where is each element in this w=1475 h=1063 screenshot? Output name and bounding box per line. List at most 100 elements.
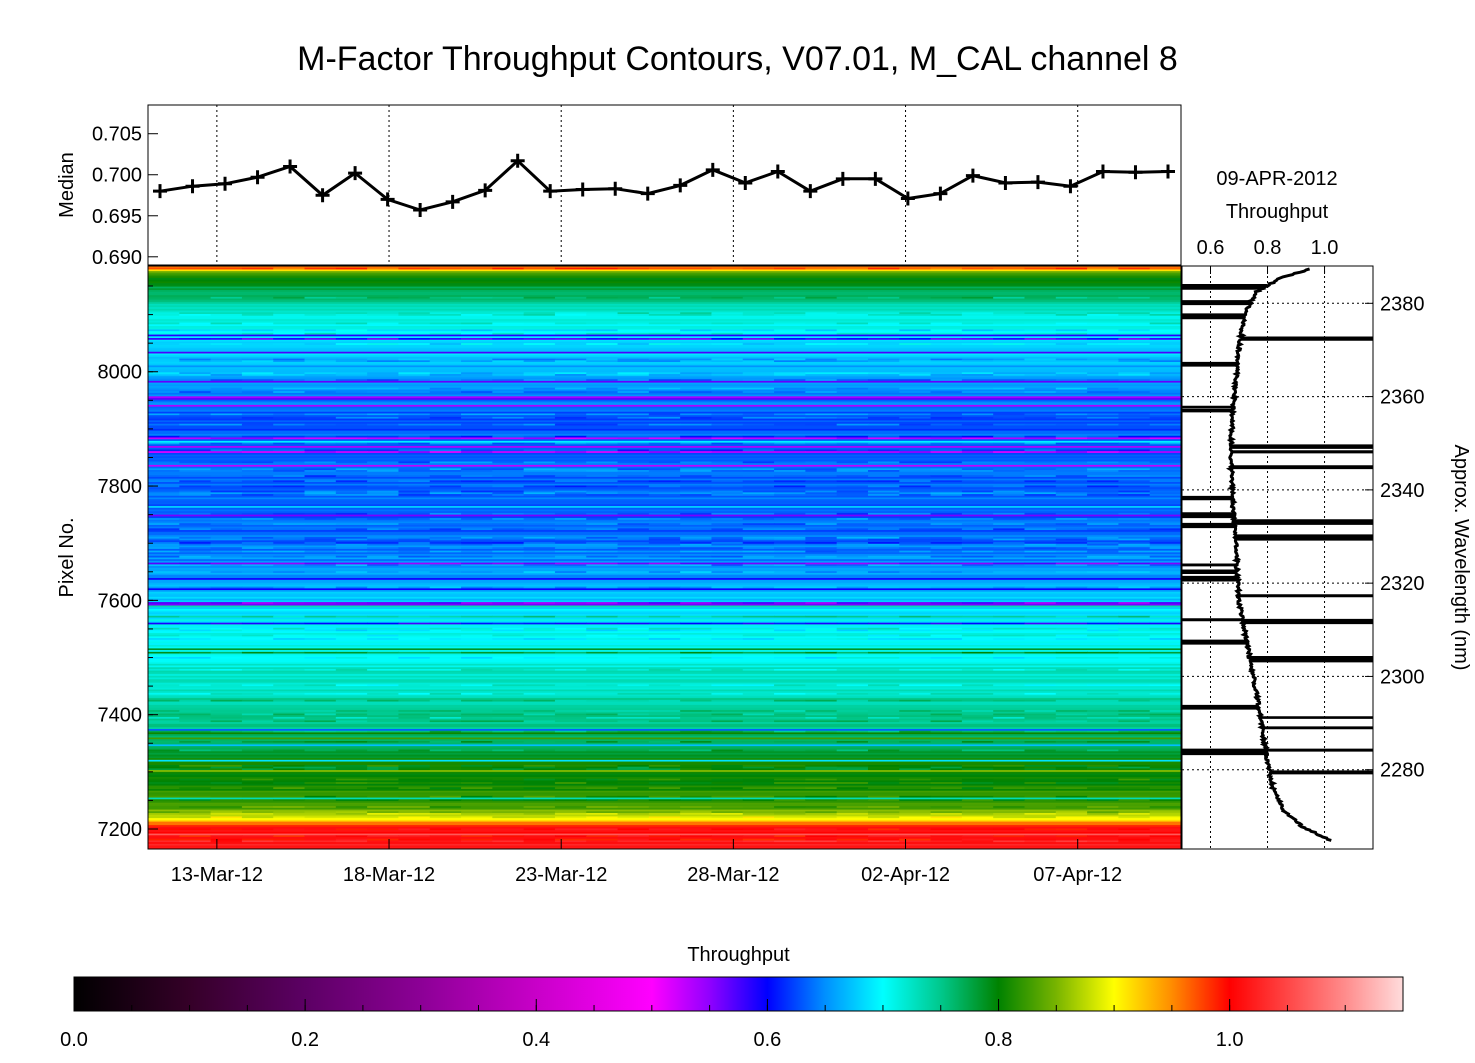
heatmap-cell [523, 343, 556, 346]
heatmap-cell [335, 795, 368, 799]
heatmap-row [148, 579, 1181, 583]
heatmap-cell [1149, 749, 1181, 752]
heatmap-cell [867, 651, 900, 655]
heatmap-cell [461, 360, 493, 363]
heatmap-cell [273, 835, 306, 838]
heatmap-cell [179, 787, 212, 790]
heatmap-cell [148, 795, 180, 799]
heatmap-cell [742, 615, 775, 619]
heatmap-cell [398, 740, 431, 744]
heatmap-cell [273, 391, 306, 394]
heatmap-cell [680, 372, 713, 375]
heatmap-cell [711, 523, 744, 526]
heatmap-cell [304, 322, 337, 325]
heatmap-cell [398, 622, 431, 625]
heatmap-cell [711, 768, 744, 771]
heatmap-row [148, 682, 1181, 685]
heatmap-cell [648, 547, 681, 550]
heatmap-cell [805, 778, 838, 782]
heatmap-cell [899, 538, 932, 541]
heatmap-cell [1149, 740, 1181, 744]
heatmap-cell [617, 538, 650, 541]
heatmap-cell [711, 547, 744, 550]
heatmap-cell [1087, 656, 1119, 660]
heatmap-cell [899, 749, 932, 752]
heatmap-cell [930, 416, 963, 420]
heatmap-cell [648, 442, 681, 445]
heatmap-cell [617, 374, 650, 377]
median-point [283, 159, 298, 174]
heatmap-cell [867, 468, 900, 471]
heatmap-cell [961, 730, 994, 733]
heatmap-cell [335, 799, 368, 802]
heatmap-row [148, 737, 1181, 740]
heatmap-cell [774, 312, 806, 315]
heatmap-cell [1024, 806, 1057, 809]
heatmap-cell [774, 423, 806, 427]
heatmap-cell [930, 787, 963, 790]
heatmap-y-axis-label: Pixel No. [56, 517, 78, 597]
heatmap-cell [304, 468, 337, 471]
heatmap-cell [711, 550, 744, 553]
heatmap-row [148, 718, 1181, 721]
heatmap-cell [304, 692, 337, 696]
heatmap-cell [554, 267, 587, 271]
heatmap-cell [1087, 710, 1119, 713]
heatmap-cell [210, 374, 243, 377]
heatmap-cell [148, 485, 180, 488]
median-point [900, 191, 915, 206]
heatmap-cell [241, 586, 274, 589]
heatmap-row [148, 572, 1181, 576]
heatmap-cell [210, 749, 243, 752]
heatmap-cell [1118, 267, 1151, 271]
heatmap-cell [930, 437, 963, 440]
heatmap-cell [1118, 296, 1151, 300]
heatmap-row [148, 403, 1181, 406]
heatmap-cell [304, 799, 337, 802]
heatmap-cell [554, 461, 587, 464]
heatmap-row [148, 658, 1181, 661]
heatmap-cell [367, 267, 400, 271]
heatmap-row [148, 386, 1181, 389]
heatmap-cell [148, 710, 180, 713]
heatmap-cell [148, 312, 180, 315]
heatmap-cell [836, 684, 869, 687]
heatmap-cell [241, 651, 274, 655]
heatmap-cell [273, 543, 306, 547]
heatmap-cell [241, 627, 274, 631]
heatmap-cell [1087, 372, 1119, 375]
heatmap-cell [398, 811, 431, 814]
heatmap-cell [523, 416, 556, 420]
heatmap-cell [523, 480, 556, 483]
heatmap-cell [241, 536, 274, 540]
heatmap-cell [648, 811, 681, 814]
heatmap-cell [961, 766, 994, 769]
heatmap-cell [1055, 451, 1088, 454]
heatmap-cell [1087, 528, 1119, 531]
heatmap-cell [461, 716, 493, 720]
heatmap-cell [961, 806, 994, 809]
heatmap-cell [429, 435, 462, 439]
heatmap-cell [586, 720, 619, 723]
heatmap-cell [554, 749, 587, 752]
heatmap-cell [648, 562, 681, 565]
heatmap-cell [1118, 668, 1151, 672]
heatmap-cell [367, 684, 400, 687]
heatmap-cell [461, 634, 493, 637]
heatmap-cell [867, 555, 900, 559]
heatmap-cell [805, 461, 838, 464]
heatmap-cell [961, 828, 994, 831]
heatmap-cell [805, 828, 838, 831]
heatmap-cell [1055, 416, 1088, 420]
heatmap-cell [429, 485, 462, 488]
heatmap-cell [1087, 314, 1119, 317]
heatmap-cell [492, 449, 525, 452]
heatmap-cell [680, 838, 713, 842]
heatmap-cell [961, 555, 994, 559]
heatmap-cell [993, 329, 1026, 332]
heatmap-cell [648, 710, 681, 713]
heatmap-row [148, 818, 1181, 821]
heatmap-cell [586, 713, 619, 716]
heatmap-cell [523, 329, 556, 332]
heatmap-cell [867, 312, 900, 315]
